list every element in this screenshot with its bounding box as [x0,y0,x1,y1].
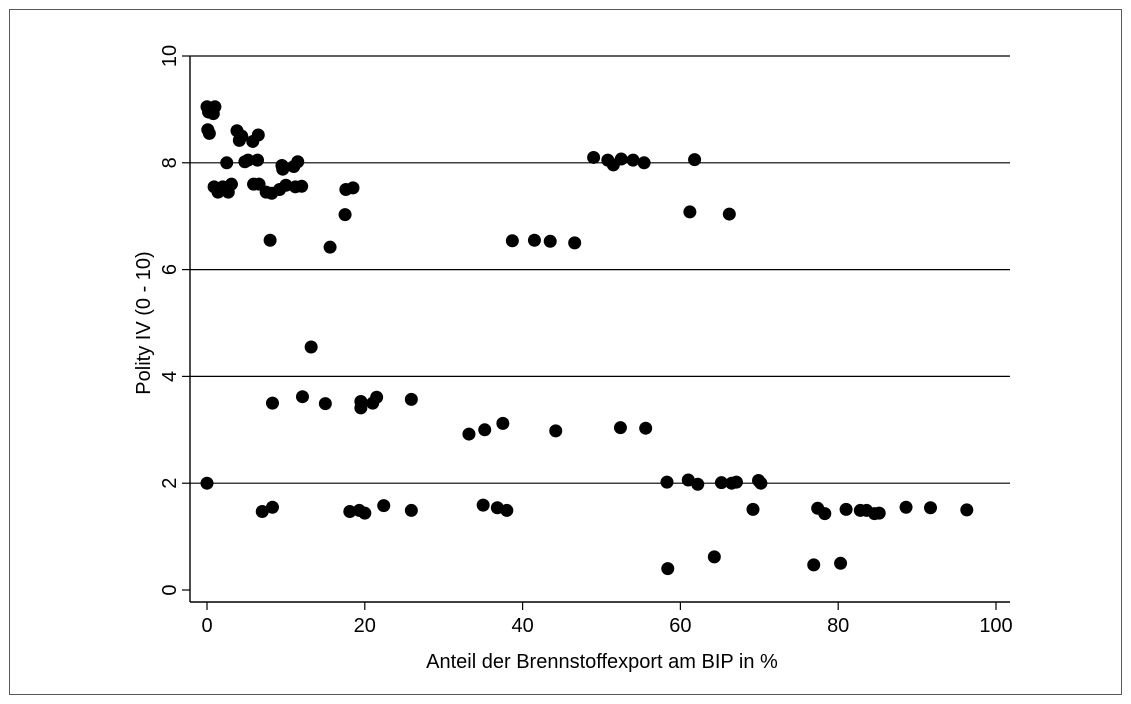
data-point [729,475,743,489]
data-point [241,153,255,167]
y-axis-label: Polity IV (0 - 10) [133,251,155,394]
x-tick-label: 40 [511,615,533,637]
data-points [200,100,974,576]
x-tick-label: 100 [979,615,1012,637]
x-tick-label: 60 [669,615,691,637]
data-point [722,207,736,221]
data-point [295,179,309,193]
data-point [691,477,705,491]
data-point [924,501,938,515]
data-point [318,397,332,411]
data-point [746,502,760,516]
data-point [295,390,309,404]
data-point [462,427,476,441]
data-point [872,506,886,520]
data-point [354,401,368,415]
x-tick-label: 20 [354,615,376,637]
data-point [276,162,290,176]
x-axis-label: Anteil der Brennstoffexport am BIP in % [426,651,778,673]
data-point [688,153,702,167]
data-point [626,153,640,167]
data-point [346,181,360,195]
data-point [614,152,628,166]
data-point [714,476,728,490]
data-point [527,233,541,247]
data-point [251,128,265,142]
data-point [200,476,214,490]
data-point [202,126,216,140]
data-point [549,424,563,438]
data-point [660,475,674,489]
data-point [377,499,391,513]
y-tick-label: 8 [159,157,181,168]
data-point [587,150,601,164]
data-point [637,156,651,170]
data-point [834,556,848,570]
data-point [500,503,514,517]
data-point [404,392,418,406]
data-point [220,156,234,170]
data-point [358,506,372,520]
data-point [543,234,557,248]
data-point [613,421,627,435]
data-point [960,503,974,517]
y-axis-ticks: 0 2 4 6 8 10 [159,45,190,596]
y-tick-label: 4 [159,371,181,382]
data-point [661,562,675,576]
data-point [323,240,337,254]
data-point [235,129,249,143]
data-point [639,421,653,435]
data-point [839,502,853,516]
axes [189,56,1010,603]
data-point [291,155,305,169]
data-point [265,396,279,410]
data-point [255,505,269,519]
data-point [683,205,697,219]
data-point [263,233,277,247]
x-tick-label: 0 [201,615,212,637]
data-point [304,340,318,354]
data-point [707,550,721,564]
chart-frame [9,9,1122,695]
data-point [754,476,768,490]
data-point [899,500,913,514]
y-tick-label: 2 [159,478,181,489]
y-tick-label: 10 [159,45,181,67]
x-tick-label: 80 [827,615,849,637]
data-point [224,177,238,191]
data-point [496,416,510,430]
data-point [265,500,279,514]
x-axis-ticks: 0 20 40 60 80 100 [201,602,1013,637]
data-point [343,505,357,519]
data-point [370,390,384,404]
data-point [476,498,490,512]
data-point [404,503,418,517]
data-point [338,208,352,222]
data-point [807,558,821,572]
data-point [505,234,519,248]
data-point [818,507,832,521]
data-point [478,423,492,437]
y-tick-label: 6 [159,264,181,275]
y-tick-label: 0 [159,584,181,595]
data-point [208,100,222,114]
gridlines [190,55,1010,484]
data-point [568,236,582,250]
data-point [250,153,264,167]
